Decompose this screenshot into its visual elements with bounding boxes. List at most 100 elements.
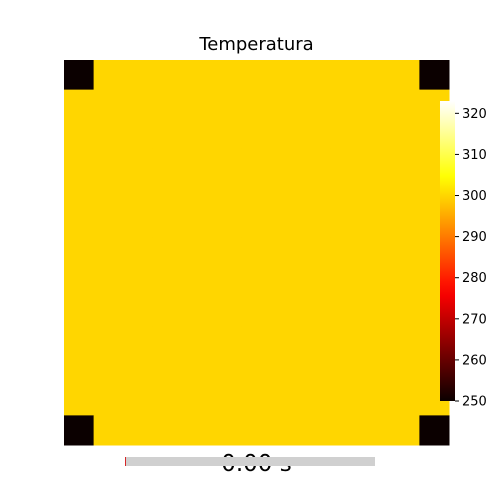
heatmap-cell — [241, 237, 272, 268]
heatmap-cell — [182, 119, 213, 150]
heatmap-cell — [389, 237, 420, 268]
heatmap-cell — [330, 60, 361, 91]
heatmap-cell — [300, 385, 332, 416]
heatmap-cell — [241, 415, 272, 446]
heatmap-cell — [241, 267, 272, 298]
colorbar-tick-label: 250 — [462, 395, 487, 407]
heatmap-cell — [271, 60, 302, 91]
heatmap-cell — [64, 415, 95, 446]
heatmap-cell — [360, 356, 391, 387]
heatmap-cell — [64, 119, 95, 150]
heatmap-cell — [360, 237, 391, 268]
colorbar-tick-label: 280 — [462, 271, 487, 286]
heatmap-cell — [419, 60, 450, 91]
heatmap-cell — [212, 119, 243, 150]
heatmap-cell — [241, 208, 272, 239]
heatmap-cell — [64, 148, 95, 179]
heatmap-cell — [152, 356, 183, 387]
heatmap-cell — [182, 148, 213, 179]
heatmap-cell — [182, 326, 213, 357]
heatmap-cell — [330, 119, 361, 150]
heatmap-cell — [123, 296, 154, 328]
heatmap-cell — [360, 326, 391, 357]
heatmap-cell — [330, 356, 361, 387]
heatmap-cell — [360, 89, 391, 120]
heatmap-cell — [152, 385, 183, 416]
heatmap-cell — [389, 267, 420, 298]
heatmap-cell — [152, 119, 183, 150]
heatmap-cell — [152, 208, 183, 239]
heatmap-cell — [300, 296, 332, 328]
heatmap-cell — [93, 148, 124, 179]
heatmap-cell — [271, 296, 302, 328]
colorbar-tick-label: 320 — [462, 107, 487, 122]
heatmap-cell — [271, 148, 302, 179]
heatmap-cell — [123, 267, 154, 298]
heatmap-cell — [212, 178, 243, 209]
heatmap-cell — [182, 178, 213, 209]
heatmap-cell — [241, 178, 272, 209]
heatmap-cell — [64, 237, 95, 268]
heatmap-cell — [212, 326, 243, 357]
heatmap-cell — [123, 415, 154, 446]
heatmap-cell — [123, 237, 154, 268]
heatmap-cell — [360, 267, 391, 298]
heatmap-cell — [123, 208, 154, 239]
heatmap-cell — [212, 237, 243, 268]
heatmap-cell — [300, 208, 332, 239]
heatmap-cell — [182, 89, 213, 120]
colorbar-tick-label: 300 — [462, 189, 487, 204]
heatmap-cell — [271, 208, 302, 239]
heatmap-cell — [271, 178, 302, 209]
heatmap-cell — [389, 208, 420, 239]
heatmap-cell — [212, 89, 243, 120]
heatmap-cell — [300, 89, 332, 120]
heatmap-cell — [300, 178, 332, 209]
heatmap-cell — [389, 148, 420, 179]
heatmap-cell — [212, 208, 243, 239]
colorbar-tick-label: 310 — [462, 148, 487, 163]
heatmap-cell — [212, 356, 243, 387]
progress-track[interactable] — [125, 457, 375, 466]
heatmap-cell — [419, 415, 450, 446]
heatmap-cell — [93, 267, 124, 298]
heatmap-cell — [182, 296, 213, 328]
heatmap-cell — [182, 356, 213, 387]
heatmap-cell — [360, 60, 391, 91]
heatmap-cell — [241, 326, 272, 357]
heatmap-cell — [330, 237, 361, 268]
heatmap-cell — [271, 267, 302, 298]
heatmap-cell — [330, 178, 361, 209]
heatmap-cell — [330, 415, 361, 446]
heatmap-cell — [93, 326, 124, 357]
heatmap-cell — [93, 356, 124, 387]
heatmap-cell — [64, 326, 95, 357]
heatmap-cell — [300, 60, 332, 91]
heatmap-cell — [182, 60, 213, 91]
colorbar-tick-label: 290 — [462, 230, 487, 245]
heatmap-cell — [93, 296, 124, 328]
heatmap-cell — [93, 237, 124, 268]
heatmap-cell — [212, 296, 243, 328]
progress-marker[interactable] — [125, 457, 126, 466]
heatmap-cell — [389, 415, 420, 446]
heatmap-cell — [271, 356, 302, 387]
heatmap-cell — [271, 415, 302, 446]
heatmap-cell — [360, 385, 391, 416]
heatmap-cell — [93, 415, 124, 446]
heatmap-cell — [300, 267, 332, 298]
heatmap-cell — [389, 60, 420, 91]
heatmap-cell — [360, 148, 391, 179]
heatmap-cell — [389, 89, 420, 120]
heatmap-cell — [182, 267, 213, 298]
heatmap-cell — [241, 356, 272, 387]
heatmap-cell — [64, 60, 95, 91]
heatmap-cell — [389, 385, 420, 416]
heatmap-cell — [152, 178, 183, 209]
heatmap-cell — [93, 208, 124, 239]
heatmap-cell — [271, 326, 302, 357]
heatmap-cell — [123, 60, 154, 91]
heatmap-cell — [93, 119, 124, 150]
heatmap-cell — [389, 296, 420, 328]
